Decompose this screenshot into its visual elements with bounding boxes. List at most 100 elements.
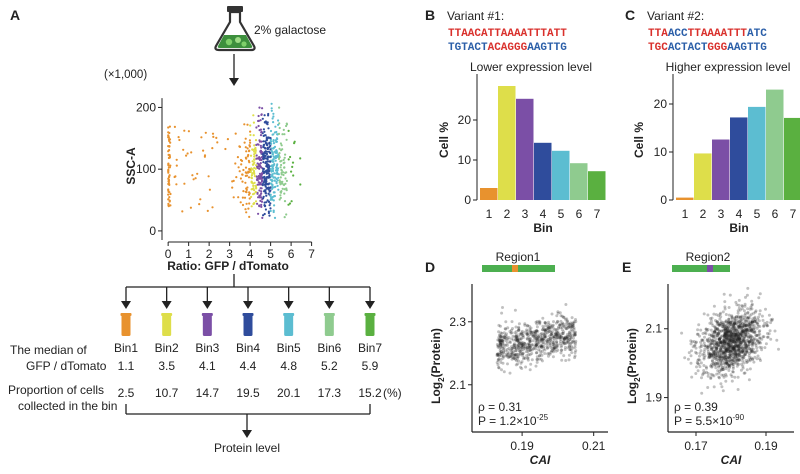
scatter-point	[719, 321, 723, 325]
scatter-point	[761, 318, 765, 322]
scatter-point	[738, 343, 742, 347]
scatter-point	[723, 323, 727, 327]
scatter-point	[277, 157, 281, 160]
scatter-point	[533, 336, 537, 340]
scatter-point	[260, 140, 263, 143]
scatter-point	[728, 348, 732, 352]
region1-bar	[482, 265, 555, 272]
scatter-point	[572, 321, 576, 325]
scatter-point	[551, 340, 555, 344]
scatter-point	[557, 332, 560, 336]
scatter-point	[516, 337, 520, 341]
scatter-point	[549, 333, 553, 337]
scatter-point	[565, 339, 569, 343]
scatter-point	[741, 349, 745, 353]
scatter-point	[168, 196, 171, 199]
scatter-point	[254, 139, 258, 142]
scatter-point	[283, 133, 286, 136]
scatter-point	[703, 344, 707, 348]
scatter-point	[706, 386, 710, 389]
scatter-point	[266, 158, 269, 161]
scatter-point	[517, 346, 521, 350]
scatter-point	[748, 324, 751, 328]
scatter-point	[734, 362, 738, 365]
scatter-point	[168, 131, 171, 135]
scatter-point	[535, 329, 539, 333]
scatter-point	[742, 354, 745, 358]
scatter-point	[246, 155, 249, 158]
scatter-point	[733, 348, 737, 352]
scatter-point	[262, 140, 265, 143]
scatter-point	[542, 332, 546, 336]
scatter-point	[259, 119, 262, 122]
scatter-point	[281, 187, 284, 190]
scatter-point	[726, 330, 730, 334]
scatter-point	[729, 349, 733, 353]
scatter-point	[740, 332, 744, 336]
scatter-point	[712, 336, 716, 340]
seq-segment: ACC	[668, 28, 688, 40]
scatter-point	[750, 320, 754, 324]
scatter-point	[744, 350, 748, 354]
scatter-point	[265, 180, 268, 183]
scatter-point	[758, 325, 762, 328]
scatter-point	[250, 205, 253, 208]
scatter-point	[247, 207, 250, 210]
scatter-point	[559, 351, 563, 355]
scatter-point	[724, 336, 728, 340]
scatter-point	[751, 335, 755, 339]
scatter-point	[523, 343, 527, 347]
x-axis-label: Bin	[533, 221, 552, 235]
scatter-point	[260, 156, 263, 159]
scatter-point	[272, 167, 275, 170]
scatter-point	[554, 340, 558, 344]
scatter-point	[506, 337, 510, 341]
scatter-point	[733, 375, 737, 379]
scatter-point	[748, 314, 752, 318]
scatter-point	[563, 348, 567, 351]
scatter-point	[526, 345, 530, 349]
scatter-point	[733, 335, 737, 339]
bin-tube	[365, 315, 375, 336]
scatter-point	[717, 329, 721, 333]
scatter-point	[552, 346, 556, 350]
scatter-point	[535, 360, 539, 364]
scatter-point	[572, 336, 575, 340]
scatter-point	[736, 309, 740, 313]
scatter-point	[745, 315, 748, 319]
scatter-point	[736, 335, 740, 339]
scatter-point	[735, 355, 739, 359]
scatter-point	[751, 319, 755, 323]
scatter-point	[254, 190, 257, 194]
scatter-point	[697, 323, 701, 327]
variant1-seq-bottom: TGTACTACAGGGAAGTTG	[448, 42, 567, 54]
x-tick: 2	[700, 207, 707, 221]
scatter-point	[513, 335, 517, 339]
scatter-point	[511, 346, 515, 350]
scatter-point	[271, 175, 274, 178]
scatter-point	[514, 353, 518, 357]
scatter-point	[183, 129, 186, 132]
scatter-point	[713, 329, 717, 333]
scatter-point	[712, 345, 716, 349]
scatter-point	[715, 347, 718, 351]
scatter-point	[555, 342, 559, 346]
scatter-point	[712, 362, 716, 366]
scatter-point	[726, 337, 730, 340]
scatter-point	[275, 172, 278, 175]
scatter-point	[723, 333, 727, 337]
scatter-point	[735, 343, 739, 347]
scatter-point	[562, 337, 566, 340]
scatter-point	[288, 202, 292, 205]
scatter-point	[573, 354, 577, 358]
scatter-point	[723, 354, 727, 358]
scatter-point	[252, 121, 255, 124]
scatter-point	[502, 350, 505, 354]
scatter-point	[496, 338, 500, 342]
scatter-point	[517, 334, 521, 338]
scatter-point	[749, 349, 753, 353]
scatter-point	[734, 332, 738, 336]
scatter-point	[745, 343, 749, 347]
scatter-point	[735, 318, 739, 322]
